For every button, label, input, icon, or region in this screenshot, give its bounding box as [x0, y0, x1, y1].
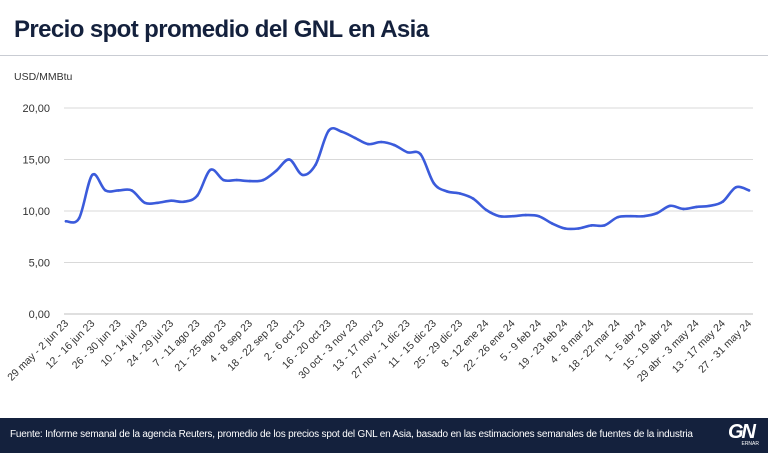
data-point — [445, 190, 449, 193]
data-point — [104, 189, 107, 192]
data-point — [314, 163, 317, 166]
data-point — [668, 204, 672, 208]
series-line-0 — [64, 126, 751, 231]
data-point — [143, 201, 147, 205]
data-point — [590, 224, 593, 227]
data-point — [274, 169, 278, 173]
data-point — [248, 179, 252, 183]
data-point — [209, 168, 212, 172]
line-chart: 0,00 5,00 10,00 15,00 20,00 29 may - 2 jun 2… — [5, 103, 754, 385]
data-point — [261, 178, 265, 182]
data-point — [655, 211, 659, 215]
data-point — [747, 189, 751, 192]
data-point — [64, 220, 68, 223]
source-note: Fuente: Informe semanal de la agencia Re… — [10, 429, 693, 440]
logo-text: GN — [728, 421, 756, 443]
data-point — [616, 215, 619, 219]
title-divider — [0, 55, 768, 56]
data-point — [471, 197, 475, 200]
logo-subtext: ERNAR — [740, 441, 760, 447]
data-point — [432, 181, 436, 185]
data-point — [537, 214, 541, 218]
data-point — [708, 204, 711, 208]
series-layer — [64, 126, 751, 231]
data-point — [563, 227, 567, 230]
data-point — [91, 173, 94, 177]
y-axis-ticks: 0,00 5,00 10,00 15,00 20,00 — [22, 103, 50, 321]
data-point — [406, 151, 409, 154]
data-point — [419, 153, 422, 156]
data-point — [458, 192, 462, 195]
data-point — [366, 142, 370, 146]
data-point — [196, 194, 199, 197]
y-axis-unit-label: USD/MMBtu — [14, 71, 73, 83]
y-tick-label: 0,00 — [29, 309, 50, 321]
brand-logo: GN ERNAR — [728, 421, 760, 447]
data-point — [288, 158, 291, 161]
data-point — [629, 214, 633, 218]
y-tick-label: 10,00 — [22, 206, 50, 218]
data-point — [353, 136, 357, 140]
data-point — [222, 178, 225, 182]
y-tick-label: 5,00 — [29, 258, 50, 270]
data-point — [169, 199, 173, 202]
data-point — [577, 227, 580, 230]
data-point — [77, 216, 81, 220]
footer-bar: Fuente: Informe semanal de la agencia Re… — [0, 418, 768, 453]
page-title: Precio spot promedio del GNL en Asia — [14, 16, 429, 43]
data-point — [695, 205, 698, 209]
gridlines — [64, 107, 753, 315]
data-point — [485, 208, 488, 212]
data-point — [393, 143, 396, 147]
data-point — [603, 224, 606, 227]
y-tick-label: 20,00 — [22, 103, 50, 115]
data-point — [117, 189, 120, 192]
data-point — [182, 200, 186, 203]
data-point — [340, 130, 344, 133]
data-point — [156, 201, 160, 205]
data-point — [721, 200, 724, 203]
data-point — [301, 173, 304, 177]
data-point — [682, 207, 685, 211]
data-point — [642, 214, 646, 218]
data-point — [550, 222, 554, 225]
data-point — [327, 129, 331, 132]
data-point — [235, 178, 239, 182]
data-point — [130, 189, 133, 192]
data-point — [734, 186, 738, 189]
data-point — [524, 213, 527, 217]
data-point — [511, 214, 514, 218]
data-point — [498, 214, 501, 218]
y-tick-label: 15,00 — [22, 155, 50, 167]
data-point — [379, 140, 383, 144]
